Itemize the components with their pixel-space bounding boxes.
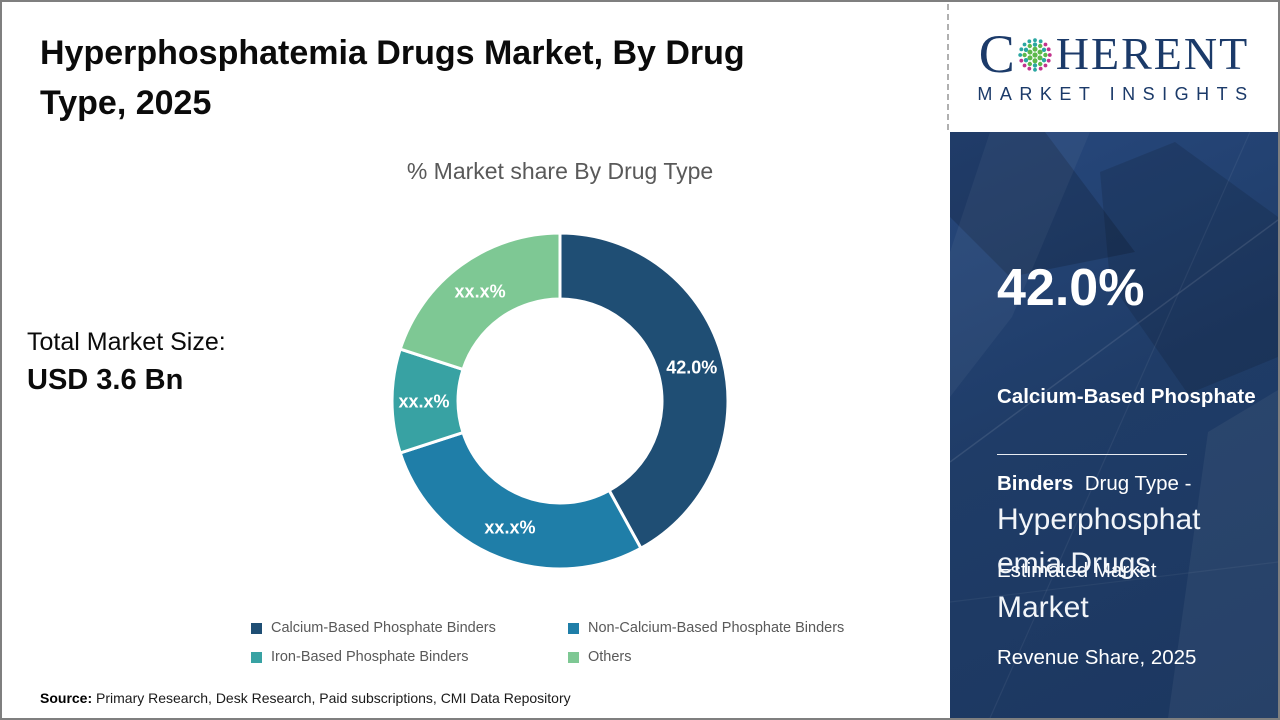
sidebar-panel-title: Hyperphosphat emia Drugs Market xyxy=(997,503,1201,624)
source-label: Source: xyxy=(40,690,93,706)
legend-item: Others xyxy=(568,649,844,665)
total-market-size: Total Market Size: USD 3.6 Bn xyxy=(27,326,226,398)
donut-segment xyxy=(398,431,643,571)
logo-subtitle: MARKET INSIGHTS xyxy=(977,84,1255,104)
stat-desc-line: Binders Drug Type - xyxy=(997,472,1192,495)
sidebar-stat-value: 42.0% xyxy=(997,259,1145,317)
chart-legend: Calcium-Based Phosphate Binders Non-Calci… xyxy=(251,620,844,665)
stat-desc-line: Revenue Share, 2025 xyxy=(997,646,1197,669)
sidebar-stat-description: Calcium-Based Phosphate Binders Drug Typ… xyxy=(997,324,1259,718)
legend-marker xyxy=(251,651,262,663)
brand-logo-wordmark: C HERENT xyxy=(979,27,1249,81)
world-map-texture xyxy=(950,132,1278,718)
globe-dots-icon xyxy=(1018,38,1052,72)
legend-label: Others xyxy=(588,649,632,665)
total-market-value: USD 3.6 Bn xyxy=(27,364,184,396)
donut-segment-label: xx.x% xyxy=(484,518,535,538)
legend-label: Calcium-Based Phosphate Binders xyxy=(271,620,496,636)
donut-segment-label: xx.x% xyxy=(398,391,449,411)
legend-item: Iron-Based Phosphate Binders xyxy=(251,649,568,665)
page-title-line2: Type, 2025 xyxy=(40,84,212,122)
source-line: Source: Primary Research, Desk Research,… xyxy=(40,690,571,706)
logo-letter-c: C xyxy=(978,24,1015,84)
donut-segment xyxy=(558,231,730,550)
sidebar-divider-line xyxy=(997,454,1187,455)
stat-desc-line: Estimated Market xyxy=(997,559,1157,582)
donut-chart-svg: 42.0% xx.x% xx.x% xx.x% xyxy=(390,231,730,571)
logo-divider-dashed-line xyxy=(947,4,949,130)
donut-chart: 42.0% xx.x% xx.x% xx.x% xyxy=(388,229,732,573)
donut-segment-label: 42.0% xyxy=(666,357,717,377)
legend-marker xyxy=(251,622,262,634)
stat-desc-line: Calcium-Based Phosphate xyxy=(997,385,1256,408)
total-market-label: Total Market Size: xyxy=(27,328,226,356)
legend-item: Calcium-Based Phosphate Binders xyxy=(251,620,568,636)
legend-label: Iron-Based Phosphate Binders xyxy=(271,649,469,665)
logo-word-rest: HERENT xyxy=(1055,28,1250,79)
legend-label: Non-Calcium-Based Phosphate Binders xyxy=(588,620,845,636)
legend-item: Non-Calcium-Based Phosphate Binders xyxy=(568,620,844,636)
brand-logo: C HERENT MARKET INSIGHTS xyxy=(950,0,1278,132)
legend-marker xyxy=(568,651,579,663)
donut-segment-label: xx.x% xyxy=(455,281,506,301)
legend-marker xyxy=(568,622,579,634)
source-text: Primary Research, Desk Research, Paid su… xyxy=(92,690,571,706)
sidebar-panel: 42.0% Calcium-Based Phosphate Binders Dr… xyxy=(950,132,1278,718)
page-title-line1: Hyperphosphatemia Drugs Market, By Drug xyxy=(40,34,745,72)
chart-title: % Market share By Drug Type xyxy=(406,158,714,184)
donut-segment xyxy=(398,231,562,371)
page-title: Hyperphosphatemia Drugs Market, By Drug … xyxy=(40,28,860,128)
